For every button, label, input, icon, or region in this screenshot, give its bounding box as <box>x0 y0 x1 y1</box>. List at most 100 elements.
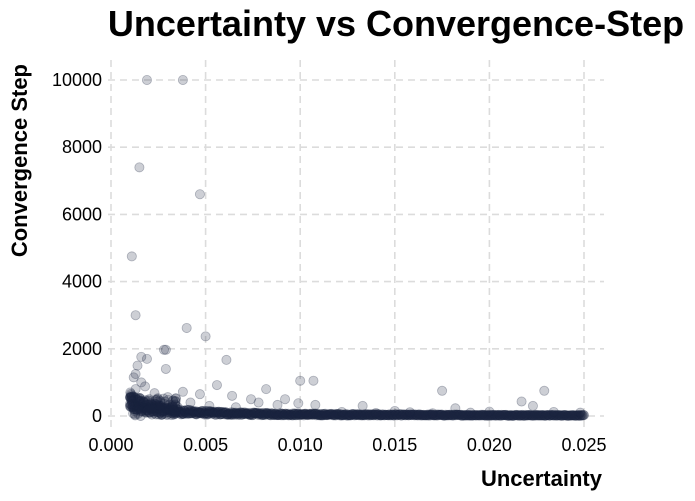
data-point <box>301 409 312 420</box>
data-point <box>141 75 152 86</box>
data-point <box>131 400 142 411</box>
data-point <box>269 408 280 419</box>
data-point <box>413 409 424 420</box>
data-point <box>134 393 145 404</box>
data-point <box>370 409 381 420</box>
data-point <box>177 408 188 419</box>
data-point <box>366 409 377 420</box>
data-point <box>223 408 234 419</box>
data-point <box>154 400 165 411</box>
data-point <box>253 408 264 419</box>
data-point <box>345 410 356 421</box>
data-point <box>344 409 355 420</box>
data-point <box>519 410 530 421</box>
data-point <box>154 402 165 413</box>
data-point <box>211 409 222 420</box>
data-point <box>484 406 495 417</box>
data-point <box>349 410 360 421</box>
data-point <box>562 410 573 421</box>
data-point <box>144 407 155 418</box>
data-point <box>128 392 139 403</box>
data-point <box>266 408 277 419</box>
data-point <box>170 396 181 407</box>
data-point <box>372 410 383 421</box>
data-point <box>194 189 205 200</box>
data-point <box>136 406 147 417</box>
data-point <box>483 410 494 421</box>
data-point <box>278 409 289 420</box>
data-point <box>502 410 513 421</box>
data-point <box>126 390 137 401</box>
data-point <box>565 410 576 421</box>
data-point <box>199 409 210 420</box>
data-point <box>217 407 228 418</box>
data-point <box>369 410 380 421</box>
data-point <box>165 405 176 416</box>
data-point <box>154 404 165 415</box>
data-point <box>177 407 188 418</box>
data-point <box>234 407 245 418</box>
data-point <box>133 396 144 407</box>
data-point <box>269 410 280 421</box>
data-point <box>152 394 163 405</box>
data-point <box>173 407 184 418</box>
data-point <box>170 400 181 411</box>
data-point <box>520 409 531 420</box>
data-point <box>198 408 209 419</box>
data-point <box>461 409 472 420</box>
x-tick-label: 0.015 <box>372 435 417 455</box>
data-point <box>393 409 404 420</box>
data-point <box>167 407 178 418</box>
data-point <box>556 410 567 421</box>
data-point <box>243 409 254 420</box>
data-point <box>506 410 517 421</box>
data-point <box>169 405 180 416</box>
data-point <box>136 351 147 362</box>
data-point <box>457 410 468 421</box>
data-point <box>534 410 545 421</box>
data-point <box>280 408 291 419</box>
data-point <box>167 400 178 411</box>
chart-title: Uncertainty vs Convergence-Step <box>108 3 684 44</box>
data-point <box>138 403 149 414</box>
data-point <box>404 409 415 420</box>
data-point <box>365 410 376 421</box>
data-point <box>230 407 241 418</box>
data-point <box>482 410 493 421</box>
data-point <box>299 409 310 420</box>
data-point <box>143 403 154 414</box>
data-point <box>148 405 159 416</box>
data-point <box>563 410 574 421</box>
data-point <box>229 408 240 419</box>
data-point <box>353 410 364 421</box>
data-point <box>130 393 141 404</box>
data-point <box>371 409 382 420</box>
data-point <box>152 396 163 407</box>
data-point <box>308 409 319 420</box>
data-point <box>575 407 586 418</box>
data-point <box>261 409 272 420</box>
data-point <box>191 409 202 420</box>
data-point <box>201 409 212 420</box>
data-point <box>535 410 546 421</box>
data-point <box>249 407 260 418</box>
data-point <box>211 380 222 391</box>
data-point <box>126 392 137 403</box>
data-point <box>160 363 171 374</box>
data-point <box>577 410 588 421</box>
data-point <box>152 407 163 418</box>
data-point <box>157 407 168 418</box>
x-tick-label: 0.005 <box>183 435 228 455</box>
data-point <box>389 405 400 416</box>
data-point <box>521 410 532 421</box>
data-point <box>428 410 439 421</box>
data-point <box>163 394 174 405</box>
data-point <box>185 404 196 415</box>
data-point <box>168 405 179 416</box>
data-point <box>400 410 411 421</box>
data-point <box>454 409 465 420</box>
data-point <box>216 406 227 417</box>
data-point <box>537 410 548 421</box>
data-point <box>300 408 311 419</box>
